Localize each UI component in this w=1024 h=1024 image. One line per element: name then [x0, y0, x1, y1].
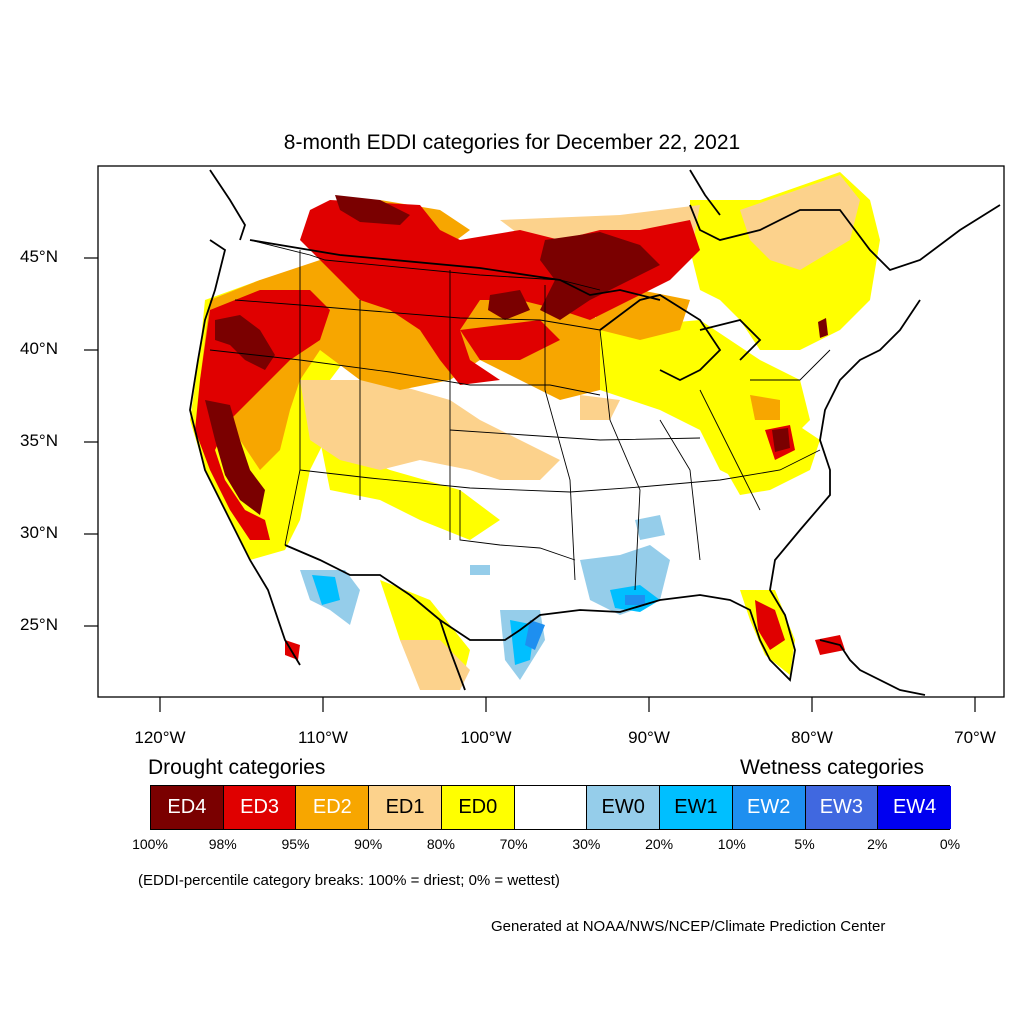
legend-swatch-ew0: EW0 — [587, 786, 661, 829]
lon-label-120w: 120°W — [134, 728, 186, 747]
lon-label-80w: 80°W — [791, 728, 833, 747]
lon-label-110w: 110°W — [298, 728, 348, 747]
state-boundaries — [209, 239, 831, 591]
legend-swatch-ed1: ED1 — [369, 786, 442, 829]
lon-label-70w: 70°W — [954, 728, 996, 747]
map-title: 8-month EDDI categories for December 22,… — [283, 131, 741, 154]
legend-break-label: 70% — [499, 836, 528, 852]
legend-break-label: 80% — [426, 836, 455, 852]
lat-label-40n: 40°N — [20, 339, 58, 358]
legend-break-label: 20% — [645, 836, 674, 852]
legend-break-label: 5% — [794, 836, 815, 852]
legend-colorbar: ED4 ED3 ED2 ED1 ED0 EW0 EW1 EW2 EW3 EW4 — [150, 785, 951, 830]
legend-break-label: 2% — [867, 836, 888, 852]
legend-swatch-ed0: ED0 — [441, 786, 515, 829]
credit: Generated at NOAA/NWS/NCEP/Climate Predi… — [491, 918, 886, 935]
legend-break-label: 90% — [354, 836, 383, 852]
legend-swatch-ew1: EW1 — [660, 786, 733, 829]
legend-swatch-ew2: EW2 — [732, 786, 806, 829]
axis-ticks — [84, 257, 976, 712]
coastlines — [189, 169, 1001, 696]
legend-swatch-neutral — [514, 786, 588, 829]
footnote: (EDDI-percentile category breaks: 100% =… — [138, 872, 560, 889]
legend-break-label: 100% — [132, 836, 168, 852]
legend-swatch-ed3: ED3 — [223, 786, 297, 829]
lat-label-25n: 25°N — [20, 615, 58, 634]
legend-swatch-ew3: EW3 — [805, 786, 879, 829]
legend-swatch-ed2: ED2 — [296, 786, 370, 829]
lat-label-30n: 30°N — [20, 523, 58, 542]
lat-label-45n: 45°N — [20, 247, 58, 266]
ed4-regions — [205, 195, 828, 515]
legend-break-label: 0% — [939, 836, 961, 852]
map-field — [189, 169, 1001, 696]
legend-break-label: 30% — [572, 836, 601, 852]
legend-break-label: 10% — [717, 836, 746, 852]
drought-categories-label: Drought categories — [148, 756, 326, 779]
legend-swatch-ed4: ED4 — [151, 786, 224, 829]
lon-label-100w: 100°W — [460, 728, 512, 747]
lon-label-90w: 90°W — [628, 728, 670, 747]
legend-swatch-ew4: EW4 — [878, 786, 951, 829]
wetness-categories-label: Wetness categories — [740, 756, 925, 779]
map-frame — [97, 165, 1005, 698]
ew2-regions — [525, 595, 645, 650]
lat-label-35n: 35°N — [20, 431, 58, 450]
legend-break-label: 95% — [281, 836, 310, 852]
legend-break-label: 98% — [208, 836, 237, 852]
